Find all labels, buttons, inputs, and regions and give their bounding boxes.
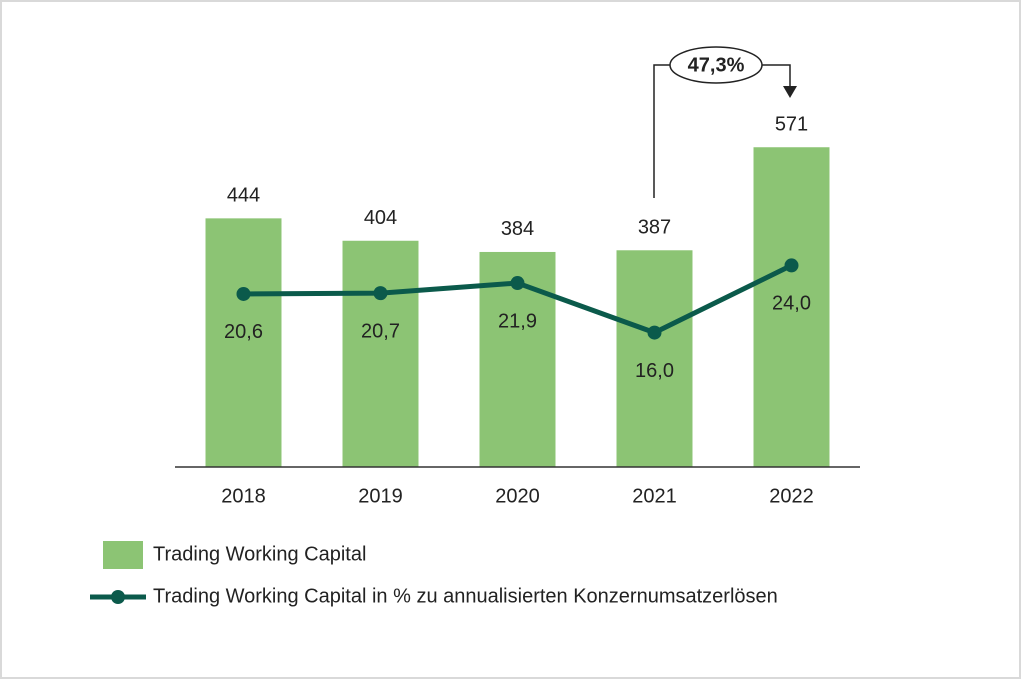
- annotation-ellipse: [669, 46, 763, 84]
- bar-value-label: 384: [501, 218, 534, 240]
- line-point: [510, 276, 525, 291]
- bar-value-label: 444: [227, 185, 260, 207]
- annotation-bracket: [653, 64, 791, 198]
- line-point: [373, 286, 388, 301]
- x-tick-label: 2020: [495, 485, 540, 507]
- bar: [753, 147, 830, 468]
- x-tick-label: 2021: [632, 485, 677, 507]
- line-point: [236, 286, 251, 301]
- line-point: [784, 258, 799, 273]
- x-tick-label: 2018: [221, 485, 266, 507]
- annotation-arrow: [783, 86, 797, 98]
- line-value-label: 21,9: [498, 310, 537, 332]
- x-tick-label: 2022: [769, 485, 814, 507]
- legend-swatch-point: [111, 590, 125, 604]
- bar-value-label: 571: [775, 114, 808, 136]
- bar: [342, 240, 419, 467]
- line-value-label: 24,0: [772, 293, 811, 315]
- line-value-label: 16,0: [635, 360, 674, 382]
- line-value-label: 20,7: [361, 320, 400, 342]
- bar-value-label: 404: [364, 207, 397, 229]
- x-tick-label: 2019: [358, 485, 403, 507]
- legend-swatch: [103, 541, 143, 569]
- line-value-label: 20,6: [224, 321, 263, 343]
- legend-label: Trading Working Capital: [153, 543, 366, 565]
- line-point: [647, 325, 662, 340]
- bar-value-label: 387: [638, 217, 671, 239]
- bar: [616, 250, 693, 467]
- bar: [205, 218, 282, 467]
- legend-label: Trading Working Capital in % zu annualis…: [153, 585, 778, 607]
- annotation: 47,3%: [688, 54, 745, 76]
